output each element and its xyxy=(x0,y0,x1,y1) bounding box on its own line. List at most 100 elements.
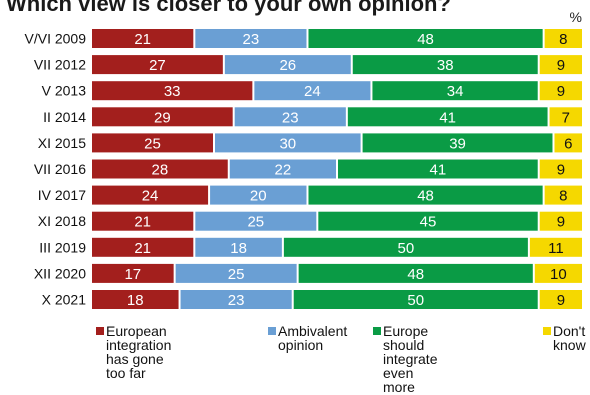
category-label: IV 2017 xyxy=(38,187,86,203)
unit-label: % xyxy=(569,9,582,25)
data-label: 41 xyxy=(439,109,456,126)
data-label: 7 xyxy=(562,109,570,126)
data-label: 22 xyxy=(275,162,292,179)
bar-segment xyxy=(347,107,548,127)
bar-segment xyxy=(554,133,582,153)
category-label: XII 2020 xyxy=(34,265,86,281)
data-label: 25 xyxy=(144,135,161,152)
category-label: III 2019 xyxy=(39,239,86,255)
legend-label: Ambivalent opinion xyxy=(278,323,348,353)
bar-segment xyxy=(352,55,538,75)
category-label: XI 2018 xyxy=(38,213,86,229)
data-label: 25 xyxy=(247,214,264,231)
bar-segment xyxy=(92,237,194,257)
bar-segment xyxy=(229,159,336,179)
bar-segment xyxy=(544,29,582,48)
bar-segment xyxy=(293,290,538,309)
bar-segment xyxy=(539,55,582,75)
bar-segment xyxy=(175,263,297,283)
legend-label: Don't know xyxy=(553,323,586,353)
data-label: 10 xyxy=(550,266,567,283)
data-label: 6 xyxy=(564,135,572,152)
bar-segment xyxy=(308,29,543,48)
stacked-bar-chart: V/VI 2009 21 23 48 8 VII 2012 27 26 38 9 V 2013 33 2… xyxy=(25,29,582,309)
bar-segment xyxy=(195,29,307,48)
data-label: 9 xyxy=(557,292,565,309)
chart-title: Which view is closer to your own opinion… xyxy=(6,0,451,16)
data-label: 21 xyxy=(134,214,151,231)
legend-swatch xyxy=(543,327,551,335)
bar-segment xyxy=(92,159,228,179)
data-label: 17 xyxy=(124,266,141,283)
data-label: 18 xyxy=(230,240,247,257)
bar-segment xyxy=(195,211,317,231)
bar-segment xyxy=(539,290,582,309)
data-label: 23 xyxy=(243,31,260,48)
data-label: 9 xyxy=(557,57,565,74)
bar-segment xyxy=(92,263,174,283)
bar-segment xyxy=(92,211,194,231)
bar-segment xyxy=(92,107,233,127)
bar-segment xyxy=(254,81,371,101)
bar-segment xyxy=(283,237,528,257)
data-label: 50 xyxy=(407,292,424,309)
bar-segment xyxy=(539,81,582,101)
data-label: 39 xyxy=(449,135,466,152)
data-label: 41 xyxy=(430,162,447,179)
data-label: 21 xyxy=(134,240,151,257)
legend-swatch xyxy=(96,327,104,335)
data-label: 48 xyxy=(417,188,434,205)
bar-segment xyxy=(308,185,543,205)
data-label: 11 xyxy=(548,240,564,257)
data-label: 29 xyxy=(154,109,171,126)
bar-segment xyxy=(298,263,533,283)
bar-segment xyxy=(180,290,292,309)
data-label: 21 xyxy=(134,31,151,48)
bar-segment xyxy=(318,211,538,231)
data-label: 25 xyxy=(228,266,245,283)
bar-segment xyxy=(539,211,582,231)
bar-segment xyxy=(362,133,553,153)
data-label: 27 xyxy=(149,57,166,74)
bar-segment xyxy=(372,81,538,101)
bar-segment xyxy=(195,237,282,257)
data-label: 20 xyxy=(250,188,267,205)
data-label: 45 xyxy=(420,214,437,231)
legend-swatch xyxy=(268,327,276,335)
bar-segment xyxy=(92,290,179,309)
data-label: 34 xyxy=(447,83,464,100)
data-label: 24 xyxy=(304,83,321,100)
data-label: 23 xyxy=(228,292,245,309)
bar-segment xyxy=(215,133,361,153)
legend-swatch xyxy=(373,327,381,335)
category-label: V 2013 xyxy=(42,83,87,99)
category-label: V/VI 2009 xyxy=(25,31,87,47)
category-label: X 2021 xyxy=(42,292,87,308)
bar-segment xyxy=(529,237,582,257)
data-label: 48 xyxy=(417,31,434,48)
data-label: 9 xyxy=(557,83,565,100)
bar-segment xyxy=(234,107,346,127)
category-label: II 2014 xyxy=(43,109,86,125)
data-label: 8 xyxy=(559,31,567,48)
data-label: 24 xyxy=(142,188,159,205)
data-label: 18 xyxy=(127,292,144,309)
data-label: 38 xyxy=(437,57,454,74)
category-label: VII 2012 xyxy=(34,57,86,73)
data-label: 8 xyxy=(559,188,567,205)
data-label: 48 xyxy=(407,266,424,283)
bar-segment xyxy=(92,29,194,48)
bar-segment xyxy=(549,107,582,127)
data-label: 28 xyxy=(152,162,169,179)
legend-label: European integration has gone too far xyxy=(106,323,172,381)
data-label: 9 xyxy=(557,162,565,179)
bar-segment xyxy=(338,159,538,179)
category-label: XI 2015 xyxy=(38,135,86,151)
bar-segment xyxy=(224,55,351,75)
bar-segment xyxy=(92,133,213,153)
data-label: 33 xyxy=(164,83,181,100)
bar-segment xyxy=(210,185,307,205)
bar-segment xyxy=(539,159,582,179)
data-label: 9 xyxy=(557,214,565,231)
bar-segment xyxy=(544,185,582,205)
